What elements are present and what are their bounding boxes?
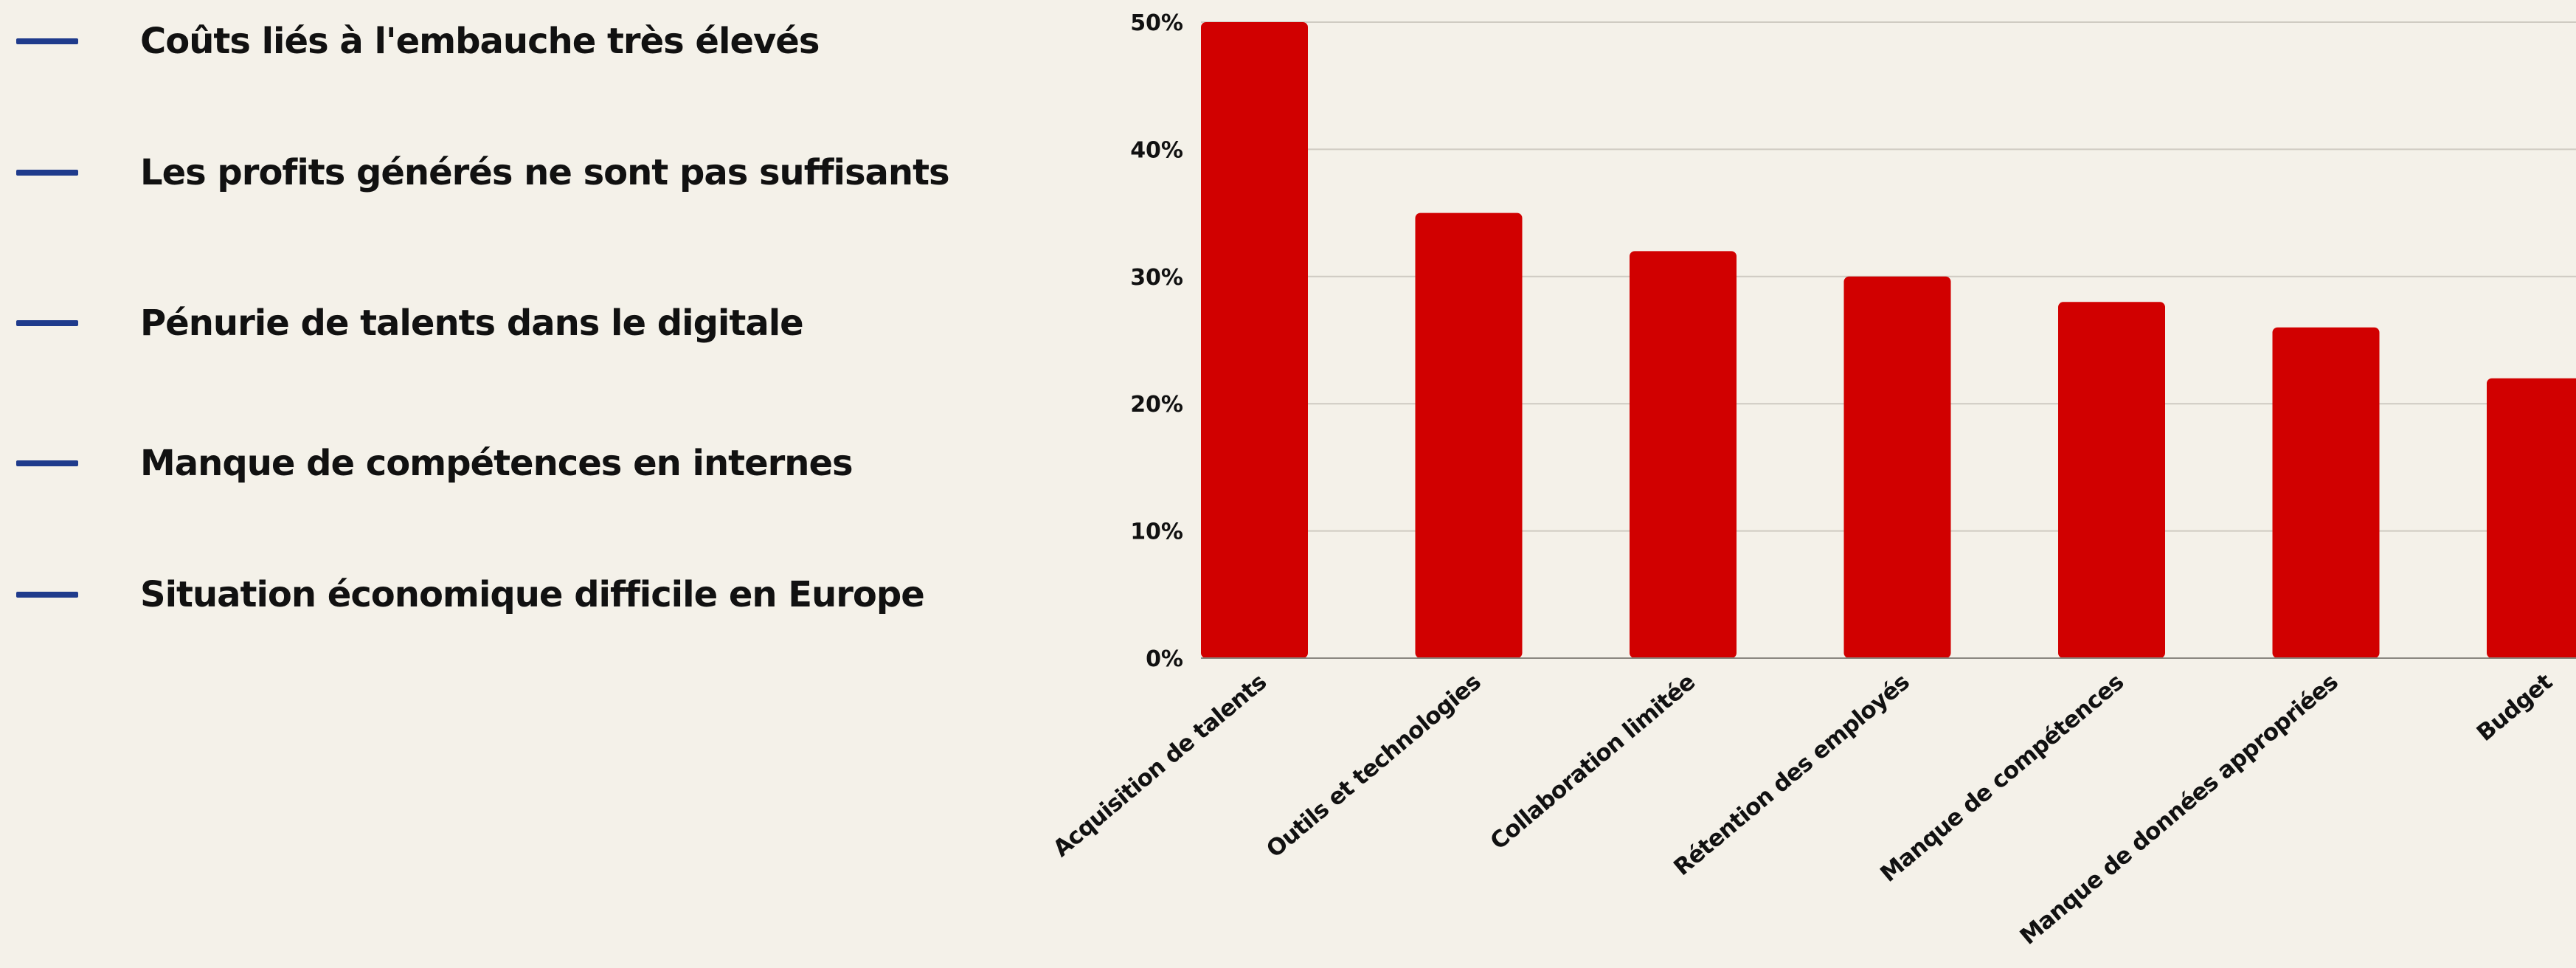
x-category-label: Acquisition de talents (1048, 669, 1272, 862)
dash-icon (16, 320, 78, 326)
x-category-label: Collaboration limitée (1486, 669, 1700, 855)
bar (2487, 378, 2576, 658)
dash-icon (16, 592, 78, 598)
bullet-item: Les profits générés ne sont pas suffisan… (0, 137, 1033, 211)
x-category-label: Rétention des employés (1669, 669, 1914, 882)
y-tick-label: 50% (1130, 10, 1183, 36)
bar (1415, 212, 1523, 659)
y-tick-label: 10% (1130, 519, 1183, 545)
bar (1843, 276, 1951, 658)
bullet-label: Situation économique difficile en Europe (140, 574, 925, 615)
bullet-item: Situation économique difficile en Europe (0, 559, 1033, 633)
bar (2058, 302, 2165, 658)
bullet-label: Les profits générés ne sont pas suffisan… (140, 152, 950, 193)
dash-icon (16, 460, 78, 466)
y-tick-label: 0% (1146, 646, 1183, 672)
bullet-item: Pénurie de talents dans le digitale (0, 288, 1033, 362)
bar-chart-svg: 0% 10% 20% 30% 40% 50% Acquisition de talentsO… (1048, 10, 2576, 950)
x-category-label: Manque de compétences (1875, 669, 2128, 888)
bullet-item: Coûts liés à l'embauche très élevés (0, 6, 1033, 80)
dash-icon (16, 170, 78, 176)
bar (1630, 251, 1737, 658)
bullet-item: Manque de compétences en internes (0, 428, 1033, 502)
y-tick-label: 30% (1130, 265, 1183, 291)
x-category-label: Budget (2472, 668, 2558, 747)
dash-icon (16, 38, 78, 44)
bar (2272, 327, 2380, 658)
y-tick-label: 40% (1130, 137, 1183, 163)
bar (1201, 22, 1308, 658)
x-category-label: Outils et technologies (1261, 669, 1486, 863)
bullet-label: Manque de compétences en internes (140, 443, 854, 484)
bullet-label: Pénurie de talents dans le digitale (140, 302, 804, 344)
bar-chart: 0% 10% 20% 30% 40% 50% Acquisition de talents O… (1033, 0, 2576, 968)
bullet-list: Coûts liés à l'embauche très élevés Les … (0, 0, 1033, 664)
y-tick-label: 20% (1130, 392, 1183, 418)
bullet-label: Coûts liés à l'embauche très élevés (140, 21, 820, 62)
